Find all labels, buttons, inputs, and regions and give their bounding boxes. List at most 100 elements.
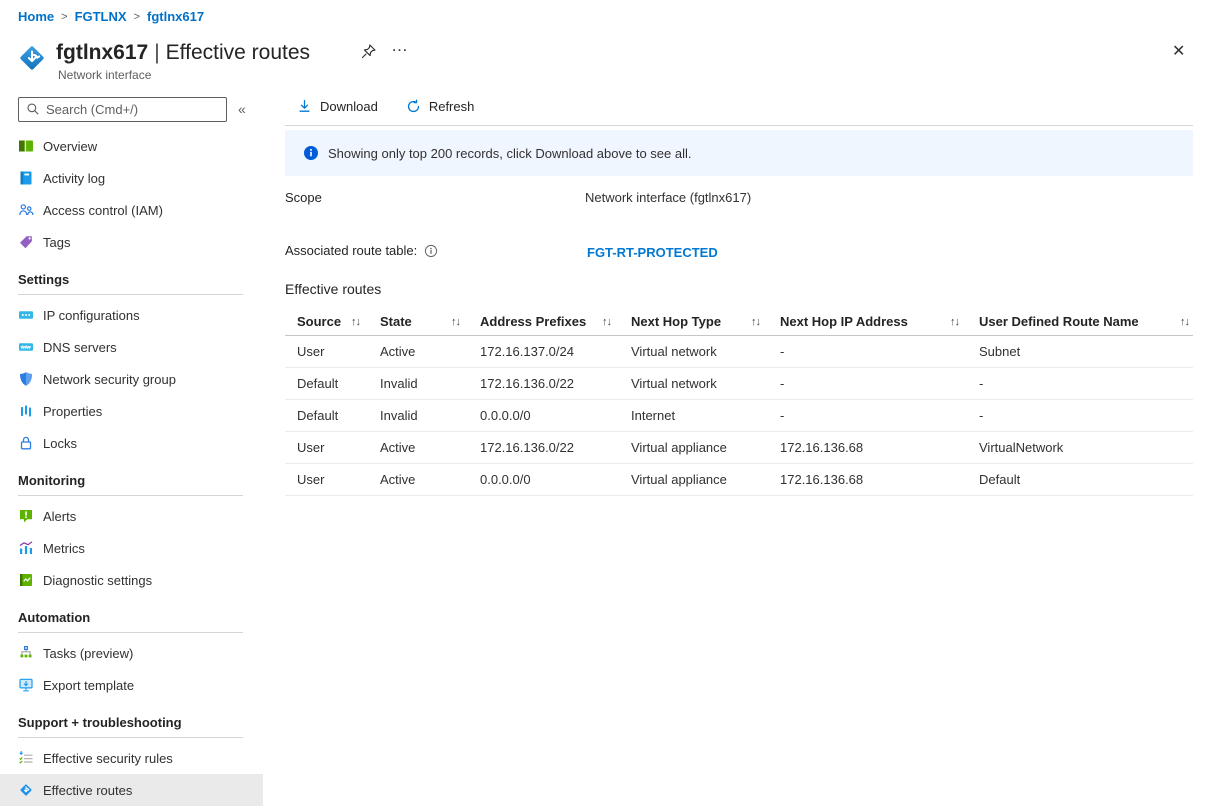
column-label: User Defined Route Name (979, 314, 1139, 329)
ip-configurations-icon (18, 307, 34, 323)
column-label: Next Hop Type (631, 314, 722, 329)
column-header-next-hop-ip[interactable]: Next Hop IP Address ↑↓ (780, 314, 979, 329)
close-icon[interactable]: ✕ (1172, 43, 1186, 60)
sidebar-item-overview[interactable]: Overview (0, 130, 263, 162)
resource-name: fgtlnx617 (56, 41, 149, 64)
sidebar-item-label: Locks (43, 435, 77, 451)
sidebar-item-tasks-preview[interactable]: Tasks (preview) (0, 637, 263, 669)
search-icon (27, 103, 39, 115)
associated-route-table-text: Associated route table: (285, 243, 418, 258)
cell-source: Default (297, 408, 339, 423)
network-interface-routes-icon (16, 42, 48, 74)
table-header-row: Source ↑↓ State ↑↓ Address Prefixes ↑↓ Next… (285, 308, 1193, 336)
sort-icon: ↑↓ (602, 315, 612, 328)
cell-address-prefixes: 0.0.0.0/0 (480, 408, 531, 423)
search-input[interactable] (46, 101, 219, 117)
pin-icon[interactable] (360, 43, 378, 61)
cell-source: User (297, 472, 325, 487)
column-label: Next Hop IP Address (780, 314, 908, 329)
cell-state: Active (380, 472, 416, 487)
sidebar-item-access-control[interactable]: Access control (IAM) (0, 194, 263, 226)
cell-source: Default (297, 376, 339, 391)
cell-address-prefixes: 172.16.137.0/24 (480, 344, 574, 359)
sidebar-item-label: Tags (43, 234, 71, 250)
collapse-sidebar-icon[interactable]: « (238, 101, 246, 117)
refresh-icon (407, 99, 419, 113)
column-header-state[interactable]: State ↑↓ (380, 314, 480, 329)
sidebar: « Overview Activity log Access control (… (0, 96, 263, 806)
sidebar-section-monitoring: Monitoring (18, 473, 243, 496)
breadcrumb: Home > FGTLNX > fgtlnx617 (18, 9, 204, 24)
info-tooltip-icon[interactable] (424, 244, 438, 258)
column-header-next-hop-type[interactable]: Next Hop Type ↑↓ (631, 314, 780, 329)
cell-udr-name: Default (979, 472, 1021, 487)
cell-next-hop-ip: 172.16.136.68 (780, 440, 864, 455)
table-row: User Active 0.0.0.0/0 Virtual appliance … (285, 464, 1193, 496)
sidebar-item-label: Effective security rules (43, 750, 173, 766)
effective-routes-icon (18, 782, 34, 798)
cell-next-hop-type: Virtual network (631, 376, 717, 391)
page-name: Effective routes (165, 41, 311, 64)
sidebar-item-network-security-group[interactable]: Network security group (0, 363, 263, 395)
associated-route-table-label: Associated route table: (285, 243, 438, 258)
column-header-address-prefixes[interactable]: Address Prefixes ↑↓ (480, 314, 631, 329)
cell-udr-name: VirtualNetwork (979, 440, 1064, 455)
download-icon (299, 100, 310, 112)
refresh-label: Refresh (428, 99, 475, 114)
sidebar-item-label: Tasks (preview) (43, 645, 134, 661)
cell-address-prefixes: 0.0.0.0/0 (480, 472, 531, 487)
effective-security-rules-icon (18, 750, 34, 766)
sidebar-search-row: « (18, 96, 263, 122)
sidebar-item-label: Alerts (43, 508, 77, 524)
resource-type-subtitle: Network interface (58, 68, 152, 82)
sidebar-item-effective-security-rules[interactable]: Effective security rules (0, 742, 263, 774)
sidebar-item-label: DNS servers (43, 339, 117, 355)
effective-routes-section-title: Effective routes (285, 281, 382, 297)
cell-udr-name: - (979, 376, 984, 391)
sidebar-item-label: Diagnostic settings (43, 572, 153, 588)
sort-icon: ↑↓ (1180, 315, 1190, 328)
search-box[interactable] (18, 96, 227, 122)
banner-text: Showing only top 200 records, click Down… (328, 145, 692, 161)
sidebar-item-effective-routes[interactable]: Effective routes (0, 774, 263, 806)
table-row: User Active 172.16.137.0/24 Virtual netw… (285, 336, 1193, 368)
sidebar-item-label: Properties (43, 403, 103, 419)
sort-icon: ↑↓ (950, 315, 960, 328)
breadcrumb-separator: > (133, 10, 140, 23)
cell-state: Active (380, 440, 416, 455)
breadcrumb-home[interactable]: Home (18, 9, 55, 24)
column-header-udr-name[interactable]: User Defined Route Name ↑↓ (979, 314, 1193, 329)
breadcrumb-separator: > (61, 10, 68, 23)
sidebar-item-tags[interactable]: Tags (0, 226, 263, 258)
column-label: State (380, 314, 412, 329)
refresh-button[interactable]: Refresh (406, 96, 475, 114)
sidebar-item-dns-servers[interactable]: DNS servers (0, 331, 263, 363)
breadcrumb-fgtlnx617[interactable]: fgtlnx617 (147, 9, 205, 24)
cell-next-hop-type: Virtual network (631, 344, 717, 359)
sidebar-item-locks[interactable]: Locks (0, 427, 263, 459)
sidebar-section-support: Support + troubleshooting (18, 715, 243, 738)
associated-route-table-link[interactable]: FGT-RT-PROTECTED (587, 245, 718, 260)
column-header-source[interactable]: Source ↑↓ (285, 314, 380, 329)
sort-icon: ↑↓ (451, 315, 461, 328)
activity-log-icon (18, 170, 34, 186)
sidebar-item-alerts[interactable]: Alerts (0, 500, 263, 532)
tags-icon (18, 234, 34, 250)
sidebar-item-label: Metrics (43, 540, 85, 556)
cell-udr-name: - (979, 408, 984, 423)
sidebar-item-diagnostic-settings[interactable]: Diagnostic settings (0, 564, 263, 596)
sidebar-item-activity-log[interactable]: Activity log (0, 162, 263, 194)
sidebar-item-label: Effective routes (43, 782, 133, 798)
breadcrumb-fgtlnx[interactable]: FGTLNX (74, 9, 127, 24)
sidebar-item-export-template[interactable]: Export template (0, 669, 263, 701)
download-button[interactable]: Download (297, 96, 378, 114)
effective-routes-table: Source ↑↓ State ↑↓ Address Prefixes ↑↓ Next… (285, 308, 1193, 496)
sidebar-item-ip-configurations[interactable]: IP configurations (0, 299, 263, 331)
sidebar-item-metrics[interactable]: Metrics (0, 532, 263, 564)
column-label: Address Prefixes (480, 314, 587, 329)
more-options-icon[interactable]: … (391, 36, 409, 55)
title-separator: | (154, 41, 160, 64)
overview-icon (18, 138, 34, 154)
sidebar-item-properties[interactable]: Properties (0, 395, 263, 427)
